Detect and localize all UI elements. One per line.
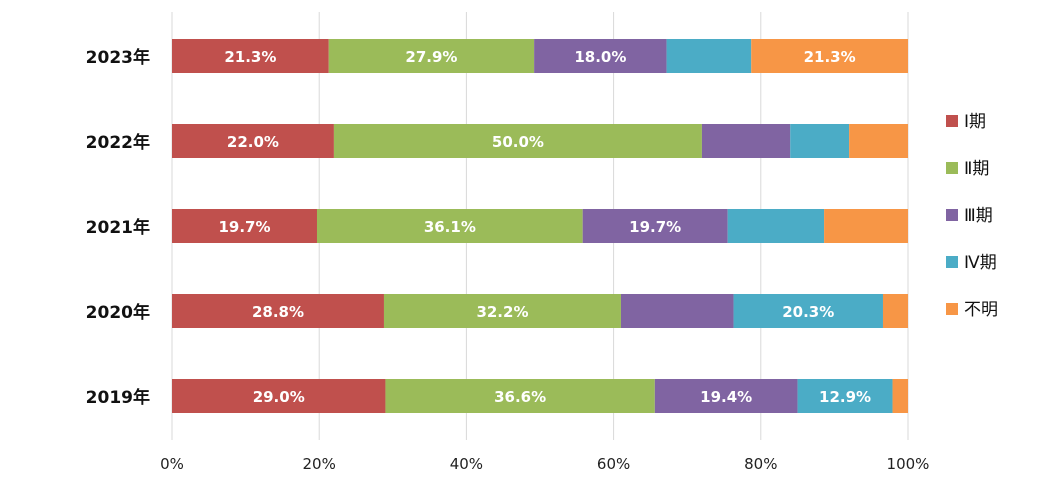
- data-label: 27.9%: [405, 48, 457, 66]
- bar-segment: [172, 379, 386, 413]
- bar-segment: [383, 294, 621, 328]
- bar-segment: [701, 124, 791, 158]
- category-label: 2022年: [86, 132, 150, 153]
- legend-label: Ⅳ期: [964, 253, 997, 273]
- bar-segment: [328, 39, 535, 73]
- legend-label: 不明: [964, 300, 998, 320]
- x-tick-label: 80%: [744, 455, 777, 473]
- bar-segment: [172, 294, 384, 328]
- legend-label: Ⅲ期: [964, 206, 993, 226]
- bar-segment: [333, 124, 702, 158]
- data-label: 12.9%: [819, 388, 871, 406]
- bar-segment: [385, 379, 655, 413]
- x-tick-label: 60%: [597, 455, 630, 473]
- data-label: 28.8%: [252, 303, 304, 321]
- bar-segment: [751, 39, 908, 73]
- bar-segment: [534, 39, 667, 73]
- legend-swatch: [946, 209, 958, 221]
- data-label: 36.1%: [424, 218, 476, 236]
- data-label: 21.3%: [804, 48, 856, 66]
- legend-swatch: [946, 162, 958, 174]
- x-tick-labels: 0% 20% 40% 60% 80% 100%: [160, 455, 929, 473]
- bar-segment: [727, 209, 825, 243]
- legend-label: Ⅱ期: [964, 159, 989, 179]
- legend-swatch: [946, 256, 958, 268]
- bar-segment: [666, 39, 752, 73]
- category-label: 2020年: [86, 302, 150, 323]
- data-label: 36.6%: [494, 388, 546, 406]
- x-tick-label: 100%: [887, 455, 930, 473]
- legend-swatch: [946, 303, 958, 315]
- data-label: 29.0%: [253, 388, 305, 406]
- bar-segment: [824, 209, 908, 243]
- bar-segment: [172, 209, 317, 243]
- bar-segment: [172, 124, 334, 158]
- x-tick-label: 20%: [303, 455, 336, 473]
- data-label: 50.0%: [492, 133, 544, 151]
- data-label: 32.2%: [476, 303, 528, 321]
- data-label: 22.0%: [227, 133, 279, 151]
- data-label: 19.7%: [629, 218, 681, 236]
- data-label: 20.3%: [782, 303, 834, 321]
- legend-label: Ⅰ期: [964, 112, 986, 132]
- bar-segment: [172, 39, 329, 73]
- bar-segment: [316, 209, 583, 243]
- bar-segment: [882, 294, 908, 328]
- category-label: 2021年: [86, 217, 150, 238]
- data-label: 19.7%: [218, 218, 270, 236]
- legend-swatch: [946, 115, 958, 127]
- category-labels: 2023年 2022年 2021年 2020年 2019年: [86, 47, 150, 408]
- x-tick-label: 0%: [160, 455, 184, 473]
- data-label: 18.0%: [574, 48, 626, 66]
- x-tick-label: 40%: [450, 455, 483, 473]
- bar-segment: [654, 379, 798, 413]
- bar-segment: [790, 124, 850, 158]
- bar-segment: [797, 379, 893, 413]
- bar-segment: [582, 209, 728, 243]
- bar-segment: [892, 379, 908, 413]
- data-label: 19.4%: [700, 388, 752, 406]
- bar-segment: [733, 294, 883, 328]
- category-label: 2019年: [86, 387, 150, 408]
- bar-segment: [620, 294, 734, 328]
- bar-segment: [849, 124, 908, 158]
- data-label: 21.3%: [224, 48, 276, 66]
- category-label: 2023年: [86, 47, 150, 68]
- bars: 21.3% 27.9% 18.0% 21.3% 22.0% 50.0% 19.7% 36.1%…: [172, 39, 908, 413]
